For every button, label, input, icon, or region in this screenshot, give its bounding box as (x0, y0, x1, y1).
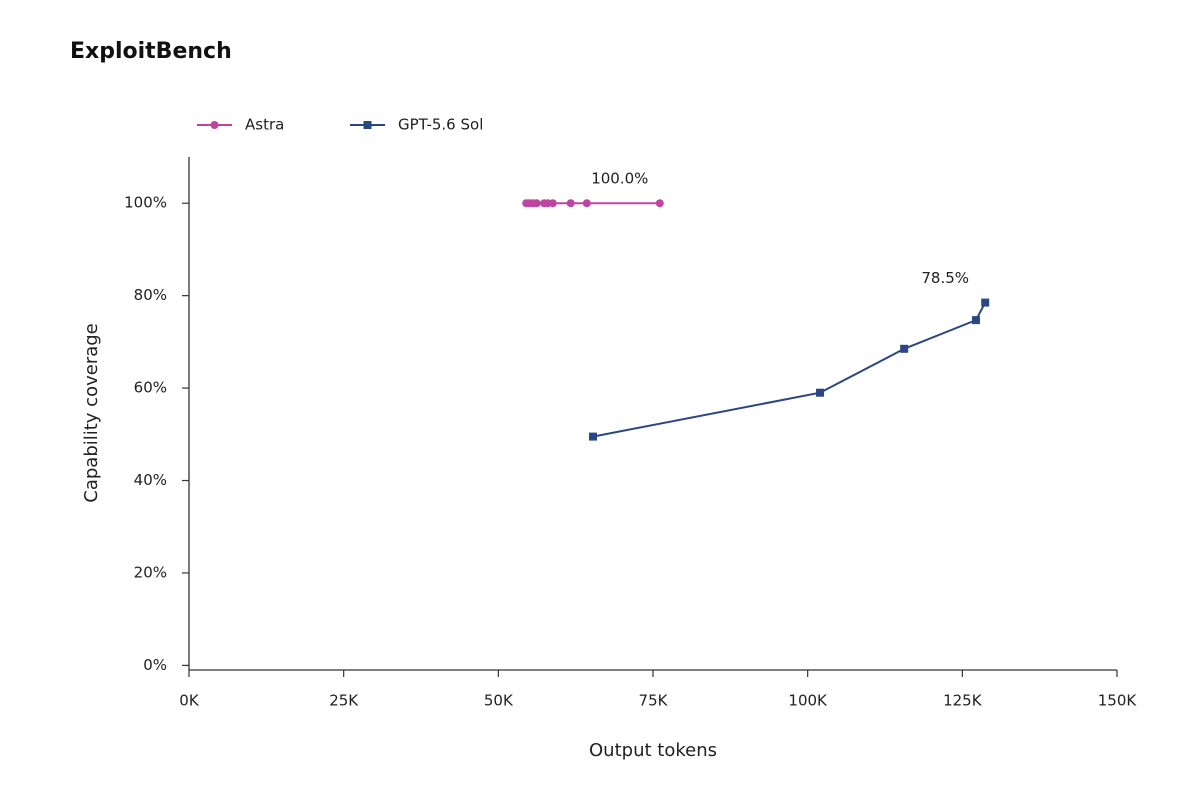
marker (210, 121, 219, 129)
x-tick-label: 150K (1098, 692, 1138, 710)
x-tick-label: 100K (788, 692, 828, 710)
x-axis-label: Output tokens (589, 740, 717, 761)
x-tick-label: 25K (329, 692, 359, 710)
marker (582, 199, 591, 208)
marker (548, 199, 557, 208)
marker (816, 388, 825, 397)
y-axis-label: Capability coverage (81, 323, 102, 502)
marker (588, 432, 597, 441)
marker (900, 344, 909, 353)
x-tick-label: 50K (484, 692, 514, 710)
marker (971, 316, 980, 325)
marker (363, 121, 372, 129)
y-tick-label: 40% (134, 471, 167, 489)
y-tick-label: 0% (143, 656, 167, 674)
chart-title: ExploitBench (70, 39, 232, 64)
y-tick-label: 100% (124, 194, 167, 212)
data-label: 100.0% (591, 170, 648, 188)
marker (655, 199, 664, 208)
y-tick-label: 60% (134, 379, 167, 397)
x-tick-label: 75K (639, 692, 669, 710)
y-tick-label: 20% (134, 563, 167, 581)
marker (981, 298, 990, 307)
legend-label: Astra (245, 116, 284, 134)
legend-label: GPT-5.6 Sol (398, 116, 483, 134)
series-line (592, 302, 987, 438)
data-label: 78.5% (921, 269, 969, 287)
marker (532, 199, 541, 208)
y-tick-label: 80% (134, 286, 167, 304)
marker (566, 199, 575, 208)
x-tick-label: 0K (179, 692, 200, 710)
x-tick-label: 125K (943, 692, 983, 710)
